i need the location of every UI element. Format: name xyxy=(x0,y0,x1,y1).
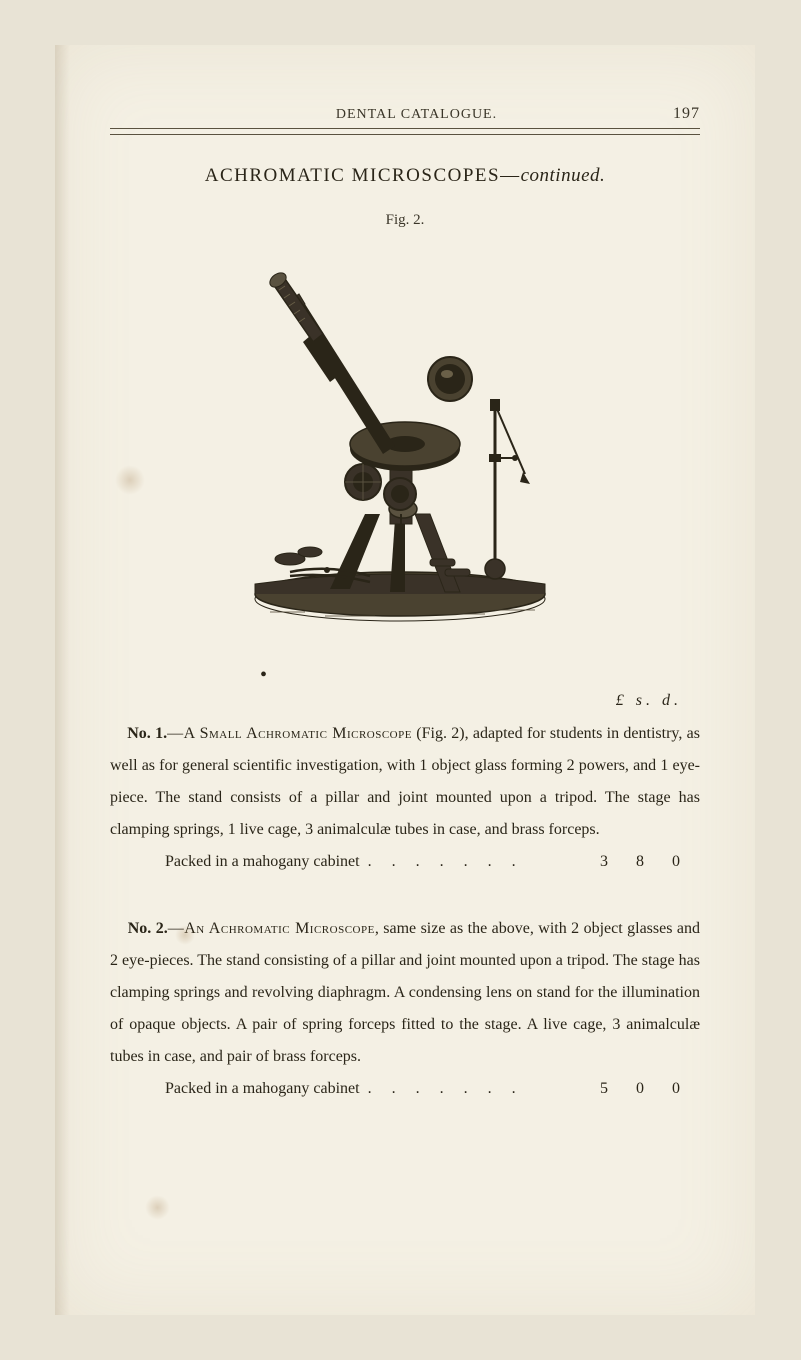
section-title-main: ACHROMATIC MICROSCOPES— xyxy=(205,165,521,186)
section-title-suffix: continued. xyxy=(521,165,606,186)
price-line: Packed in a mahogany cabinet . . . . . .… xyxy=(110,1073,700,1105)
foxing-spot xyxy=(145,1195,170,1220)
microscope-illustration xyxy=(235,254,575,634)
entry-number: No. 1. xyxy=(127,725,167,742)
entry-title: —A Small Achromatic Microscope xyxy=(167,725,412,742)
figure-container xyxy=(110,244,700,644)
figure-label: Fig. 2. xyxy=(110,212,700,229)
running-header: DENTAL CATALOGUE. 197 xyxy=(110,105,700,126)
price-dots: . . . . . . . xyxy=(360,1073,600,1105)
price-value: 3 8 0 xyxy=(600,846,700,878)
price-line: Packed in a mahogany cabinet . . . . . .… xyxy=(110,846,700,878)
price-column-header: £ s. d. xyxy=(110,692,700,710)
page-number: 197 xyxy=(673,105,700,123)
entry-title: —An Achromatic Microscope xyxy=(168,920,375,937)
price-label: Packed in a mahogany cabinet xyxy=(110,846,360,878)
price-dots: . . . . . . . xyxy=(360,846,600,878)
bullet-mark: • xyxy=(260,664,700,687)
header-rule xyxy=(110,128,700,129)
entry-text: No. 2.—An Achromatic Microscope, same si… xyxy=(110,913,700,1073)
price-value: 5 0 0 xyxy=(600,1073,700,1105)
header-title: DENTAL CATALOGUE. xyxy=(110,107,673,123)
entry-number: No. 2. xyxy=(128,920,168,937)
price-label: Packed in a mahogany cabinet xyxy=(110,1073,360,1105)
entry-text: No. 1.—A Small Achromatic Microscope (Fi… xyxy=(110,718,700,846)
section-title: ACHROMATIC MICROSCOPES—continued. xyxy=(110,165,700,187)
catalogue-entry: No. 1.—A Small Achromatic Microscope (Fi… xyxy=(110,718,700,878)
page-container: DENTAL CATALOGUE. 197 ACHROMATIC MICROSC… xyxy=(55,45,755,1315)
entry-body: , same size as the above, with 2 object … xyxy=(110,920,700,1065)
header-rule xyxy=(110,134,700,135)
catalogue-entry: No. 2.—An Achromatic Microscope, same si… xyxy=(110,913,700,1105)
